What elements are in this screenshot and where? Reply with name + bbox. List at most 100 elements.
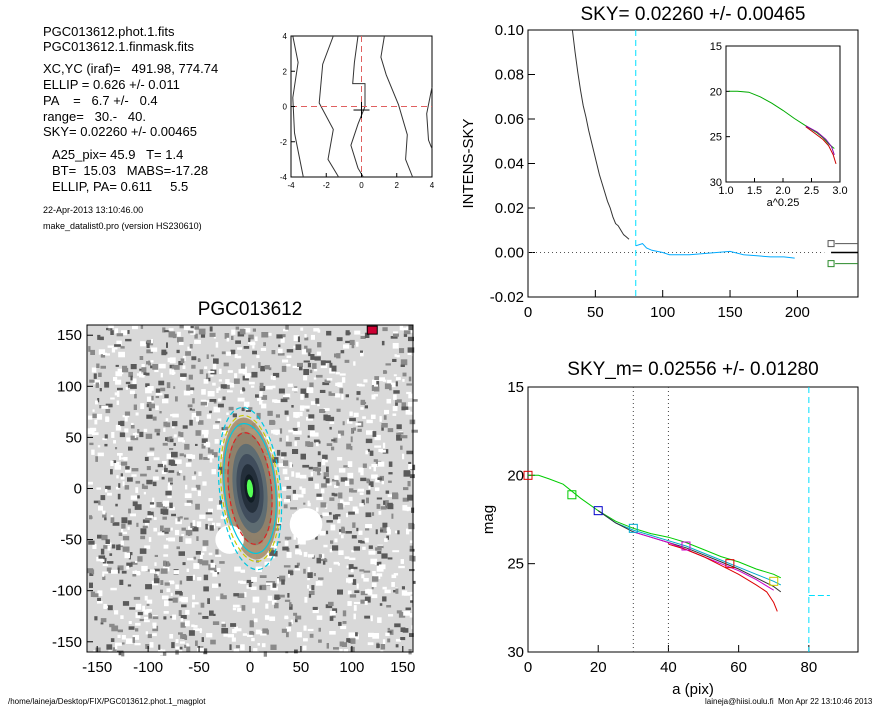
noise-speck — [147, 452, 155, 456]
noise-speck — [392, 343, 399, 349]
noise-speck — [366, 497, 369, 504]
noise-speck — [380, 529, 384, 532]
noise-speck — [408, 464, 413, 470]
contour-xtick-label: -4 — [287, 181, 295, 190]
noise-speck — [193, 556, 197, 560]
noise-speck — [164, 394, 169, 399]
noise-speck — [258, 362, 261, 369]
noise-speck — [171, 451, 178, 458]
noise-speck — [230, 349, 236, 355]
noise-speck — [146, 361, 149, 365]
noise-speck — [373, 465, 376, 472]
noise-speck — [278, 594, 285, 598]
mag-marker-7 — [769, 576, 779, 586]
noise-speck — [274, 598, 277, 603]
noise-speck — [384, 589, 391, 594]
sky-ytick-label: 0.08 — [495, 67, 524, 84]
sky-ytick-label: 0.00 — [495, 245, 524, 262]
noise-speck — [302, 464, 310, 468]
noise-speck — [401, 327, 407, 331]
noise-speck — [345, 394, 349, 398]
noise-speck — [341, 535, 344, 539]
noise-speck — [272, 583, 277, 588]
noise-speck — [248, 407, 253, 410]
noise-speck — [135, 412, 139, 416]
noise-speck — [89, 516, 93, 519]
noise-speck — [144, 545, 151, 549]
noise-speck — [349, 594, 357, 598]
noise-speck — [388, 472, 393, 475]
noise-speck — [102, 510, 106, 515]
noise-speck — [194, 326, 200, 330]
noise-speck — [310, 401, 316, 405]
noise-speck — [318, 577, 324, 580]
noise-speck — [297, 362, 304, 367]
noise-speck — [356, 391, 361, 395]
noise-speck — [145, 372, 150, 376]
noise-speck — [345, 340, 350, 343]
mag-plot-title: SKY_m= 0.02556 +/- 0.01280 — [567, 359, 818, 380]
noise-speck — [382, 379, 387, 382]
noise-speck — [380, 506, 387, 510]
noise-speck — [147, 515, 153, 519]
header-line-7: SKY= 0.02260 +/- 0.00465 — [43, 124, 197, 139]
noise-speck — [303, 375, 308, 381]
noise-speck — [250, 586, 257, 590]
mag-marker-5 — [681, 541, 691, 551]
noise-speck — [193, 563, 200, 569]
noise-speck — [400, 435, 408, 439]
noise-speck — [100, 354, 106, 358]
galaxy-xtick-label: -50 — [188, 659, 210, 676]
galaxy-ytick-label: 100 — [57, 378, 82, 395]
noise-speck — [181, 533, 185, 536]
noise-speck — [395, 638, 401, 642]
noise-speck — [378, 510, 382, 515]
noise-speck — [409, 569, 415, 572]
noise-speck — [114, 610, 119, 615]
noise-speck — [360, 540, 366, 544]
noise-speck — [178, 632, 183, 635]
noise-speck — [386, 529, 391, 535]
noise-speck — [362, 463, 367, 468]
noise-speck — [280, 398, 288, 403]
noise-speck — [251, 576, 257, 582]
noise-speck — [139, 371, 142, 378]
mag-marker-2 — [567, 490, 577, 500]
galaxy-ytick-label: -100 — [52, 583, 82, 600]
noise-speck — [178, 431, 181, 437]
mag-ytick-label: 30 — [507, 644, 524, 661]
noise-speck — [102, 573, 105, 577]
noise-speck — [126, 437, 131, 442]
contour-xtick-label: -2 — [323, 181, 331, 190]
noise-speck — [264, 365, 270, 370]
noise-speck — [162, 442, 168, 446]
noise-speck — [111, 569, 118, 574]
mag-plot-xlabel: a (pix) — [672, 681, 714, 698]
noise-speck — [266, 436, 271, 442]
noise-speck — [374, 376, 380, 380]
noise-speck — [134, 643, 141, 646]
noise-speck — [402, 628, 409, 633]
noise-speck — [148, 614, 152, 619]
noise-speck — [188, 374, 193, 380]
noise-speck — [135, 603, 142, 610]
noise-speck — [132, 378, 137, 384]
noise-speck — [146, 349, 153, 354]
noise-speck — [391, 582, 395, 587]
noise-speck — [346, 443, 352, 450]
noise-speck — [128, 626, 135, 630]
mag-ytick-label: 20 — [507, 467, 524, 484]
noise-speck — [348, 557, 356, 561]
noise-speck — [234, 373, 238, 379]
noise-speck — [364, 332, 370, 338]
noise-speck — [286, 435, 289, 442]
noise-speck — [324, 459, 328, 463]
noise-speck — [214, 439, 219, 444]
noise-speck — [192, 602, 199, 605]
noise-speck — [163, 554, 169, 557]
noise-speck — [107, 345, 114, 348]
noise-speck — [403, 471, 411, 477]
noise-speck — [123, 457, 128, 461]
noise-speck — [200, 332, 206, 338]
mag-plot-frame — [527, 386, 859, 653]
